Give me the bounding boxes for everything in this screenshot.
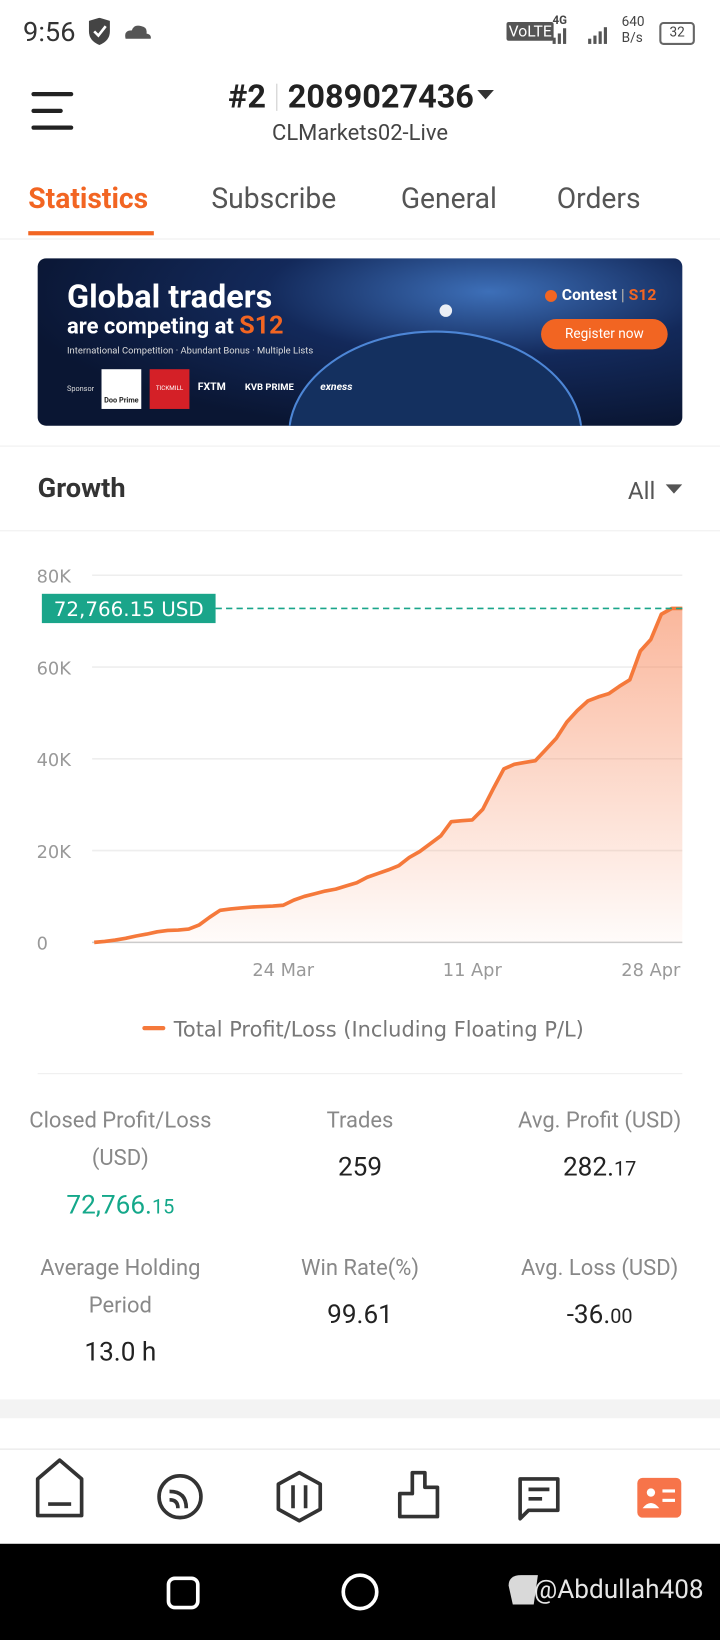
battery: 32 xyxy=(659,21,695,45)
home-icon[interactable] xyxy=(35,1458,84,1518)
annotation-label: 72,766.15 USD xyxy=(54,598,204,621)
stat-value-main: 282. xyxy=(562,1152,614,1183)
volte: VoLTE xyxy=(506,21,554,41)
globe xyxy=(288,304,582,426)
register-button[interactable]: Register now xyxy=(541,319,668,350)
home-button[interactable] xyxy=(341,1573,379,1611)
feed-icon[interactable] xyxy=(157,1473,203,1520)
tab[interactable]: Subscribe xyxy=(211,181,337,216)
trade-icon[interactable] xyxy=(276,1470,323,1523)
section-gap xyxy=(0,1399,720,1419)
separator xyxy=(0,445,720,447)
area xyxy=(94,608,683,943)
signal-bars xyxy=(552,27,607,44)
profile-icon[interactable] xyxy=(637,1477,682,1518)
x-tick-label: 28 Apr xyxy=(621,960,681,981)
stat-value-main: -36. xyxy=(566,1300,611,1331)
stat-label: Win Rate(%) xyxy=(300,1256,420,1282)
stat-value-main: 13.0 h xyxy=(84,1337,157,1369)
message-icon[interactable] xyxy=(518,1477,560,1521)
separator xyxy=(0,238,720,240)
legend-label: Total Profit/Loss (Including Floating P/… xyxy=(173,1018,584,1042)
account-number[interactable]: 2089027436 xyxy=(287,77,474,117)
stat-value-main: 72,766. xyxy=(66,1190,152,1221)
separator xyxy=(0,530,720,532)
stat-value-decimals: 00 xyxy=(610,1304,633,1329)
speed: 640 xyxy=(621,14,645,31)
stat-value-decimals: 17 xyxy=(613,1156,637,1181)
dropdown-arrow[interactable] xyxy=(477,89,494,100)
stat-value-main: 259 xyxy=(337,1152,383,1183)
stat-value: 13.0 h xyxy=(84,1338,156,1368)
separator xyxy=(37,1073,683,1075)
stat-value: 99.61 xyxy=(327,1300,393,1330)
y-tick-label: 60K xyxy=(37,658,73,679)
time: 9:56 xyxy=(23,16,76,49)
tab-indicator xyxy=(28,231,154,236)
subtitle-brand: S12 xyxy=(239,310,284,340)
account-index: #2 xyxy=(228,77,266,117)
annotation-box xyxy=(41,593,216,624)
speed-unit: B/s xyxy=(621,30,643,47)
stat-value: 259 xyxy=(338,1153,382,1183)
banner-tagline: International Competition · Abundant Bon… xyxy=(66,346,314,357)
stat-value: 72,766.15 xyxy=(66,1190,174,1220)
stat-value: 282.17 xyxy=(563,1153,636,1183)
recents-button[interactable] xyxy=(166,1576,200,1610)
banner-title: Global traders xyxy=(66,277,273,316)
stat-value: -36.00 xyxy=(567,1300,633,1330)
sponsor-label: Sponsor xyxy=(66,384,95,394)
sponsor-logo: FXTM xyxy=(197,381,226,394)
tab[interactable]: General xyxy=(400,181,497,216)
stat-label: (USD) xyxy=(91,1146,149,1172)
subtitle-text: are competing at xyxy=(66,314,234,340)
sponsor-logo: exness xyxy=(320,381,353,394)
x-tick-label: 11 Apr xyxy=(443,960,503,981)
stat-label: Avg. Profit (USD) xyxy=(518,1108,682,1134)
sponsor-logo: Doo Prime xyxy=(101,369,142,409)
tab[interactable]: Orders xyxy=(556,181,641,216)
growth-title: Growth xyxy=(37,472,126,505)
growth-chart: 0 20K 40K 60K 80K 24 Mar 11 Apr 28 Apr 72,766.15… xyxy=(37,567,683,1042)
server: CLMarkets02-Live xyxy=(272,121,448,147)
contest-text: Contest xyxy=(561,285,617,305)
sponsor-logo: TICKMILL xyxy=(149,369,190,409)
y-tick-label: 20K xyxy=(37,842,73,863)
stat-value-main: 99.61 xyxy=(327,1300,393,1331)
contest-brand: S12 xyxy=(628,285,657,305)
tab-active[interactable]: Statistics xyxy=(28,181,149,216)
stat-label: Trades xyxy=(326,1108,394,1134)
stat-value-decimals: 15 xyxy=(151,1194,175,1219)
stat-label: Average Holding xyxy=(40,1256,201,1282)
banner-subtitle: are competing at S12 xyxy=(67,311,284,340)
growth-filter[interactable]: All xyxy=(627,476,656,506)
y-tick-label: 0 xyxy=(37,934,48,955)
stat-label: Period xyxy=(88,1293,152,1319)
contest: ● Contest | S12 xyxy=(544,285,657,305)
x-tick-label: 24 Mar xyxy=(252,960,314,981)
signal-type: 4G xyxy=(552,13,568,28)
chart-icon[interactable] xyxy=(397,1470,440,1519)
filter-arrow[interactable] xyxy=(665,484,683,494)
bottom-nav xyxy=(0,1448,720,1545)
menu-icon[interactable] xyxy=(31,92,75,132)
line xyxy=(94,606,683,945)
system-buttons xyxy=(166,1573,538,1611)
y-tick-label: 40K xyxy=(37,750,73,771)
y-tick-label: 80K xyxy=(37,567,73,588)
nav-icons xyxy=(35,1458,682,1523)
sponsor-logo: KVB PRIME xyxy=(244,382,294,394)
divider xyxy=(276,83,278,111)
watermark: @Abdullah408 xyxy=(533,1575,704,1606)
stat-label: Closed Profit/Loss xyxy=(29,1108,212,1134)
system-nav: @Abdullah408 xyxy=(0,1543,720,1640)
status-icons xyxy=(88,17,151,45)
stat-label: Avg. Loss (USD) xyxy=(520,1256,679,1282)
banner[interactable]: Global traders are competing at S12 Inte… xyxy=(37,258,683,426)
